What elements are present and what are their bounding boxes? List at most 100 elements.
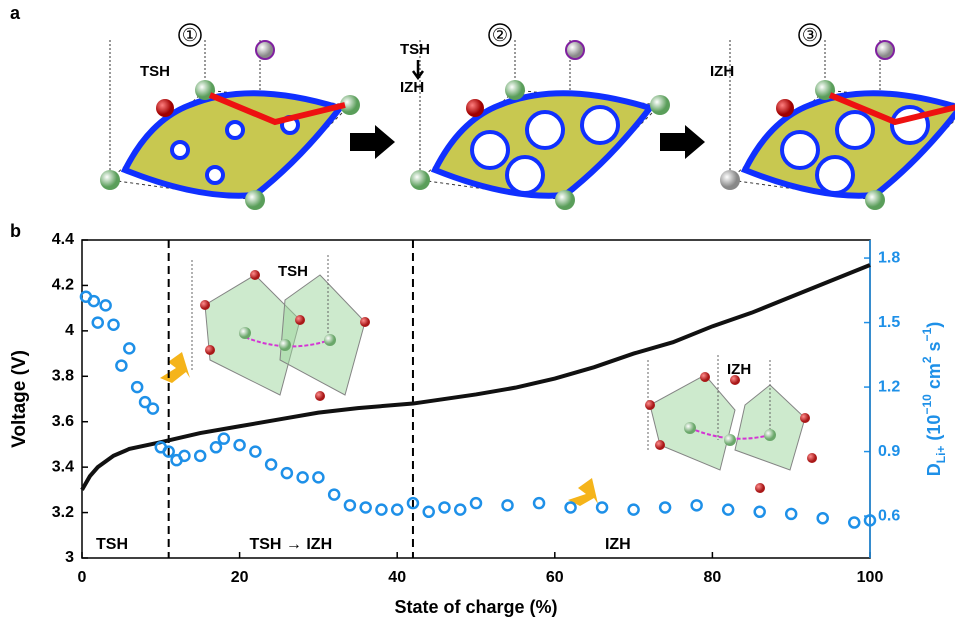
- y2-tick-label: 1.8: [878, 249, 900, 266]
- diffusion-point: [123, 342, 136, 355]
- diffusion-point: [264, 458, 278, 471]
- diffusion-point: [753, 505, 766, 519]
- diffusion-point: [138, 395, 152, 409]
- panel-label: a: [10, 3, 21, 23]
- x-tick-label: 20: [231, 569, 249, 586]
- x-tick-label: 0: [78, 569, 87, 586]
- atom: [466, 99, 484, 117]
- y2-axis-label-part: 2: [920, 356, 934, 363]
- step-number: ②: [492, 25, 508, 45]
- y-tick-label: 4.4: [52, 231, 74, 248]
- step-circle: [178, 23, 202, 47]
- step-arrow: [660, 125, 705, 159]
- atom: [410, 170, 430, 190]
- isosurface-hole: [580, 105, 620, 145]
- diffusion-point: [99, 299, 112, 312]
- migration-path: [208, 92, 346, 126]
- phase-label: IZH: [400, 79, 424, 96]
- y2-axis-label-part: cm: [924, 363, 944, 394]
- diffusion-point: [280, 466, 294, 480]
- diffusion-point: [296, 471, 309, 484]
- diffusion-point: [721, 503, 735, 516]
- y2-axis-label-part: ): [924, 322, 944, 328]
- diffusion-point: [375, 503, 388, 516]
- y-tick-label: 3.6: [52, 413, 74, 430]
- diffusion-point: [784, 507, 798, 521]
- diffusion-point: [209, 441, 223, 454]
- diffusion-point: [847, 516, 861, 529]
- insets: [160, 255, 817, 506]
- diffusion-point: [162, 445, 175, 458]
- diffusion-point: [343, 499, 357, 512]
- diffusion-point: [178, 449, 191, 463]
- inset-label: TSH: [278, 263, 308, 280]
- diffusion-point: [501, 499, 514, 512]
- diffusion-point: [627, 503, 640, 516]
- atom: [505, 80, 525, 100]
- inset-structure: [645, 355, 817, 493]
- diffusion-point: [390, 503, 404, 516]
- yellow-arrow: [160, 352, 190, 383]
- region-label: TSH → IZH: [249, 536, 332, 553]
- unit-cell: ③ IZH: [710, 23, 955, 210]
- y-tick-label: 3.8: [52, 368, 74, 385]
- diffusion-point: [438, 501, 451, 514]
- atom: [156, 99, 174, 117]
- diffusion-point: [87, 294, 101, 308]
- diffusion-point: [249, 445, 262, 458]
- small-arrow: [411, 60, 425, 81]
- y2-axis-label-part: −1: [920, 327, 934, 341]
- step-number: ③: [802, 25, 818, 45]
- region-label: TSH: [96, 536, 128, 553]
- diffusion-point: [564, 501, 577, 514]
- voltage-line: [80, 263, 871, 491]
- unit-cell: ① TSH: [100, 23, 360, 210]
- diffusion-point: [595, 501, 609, 514]
- isosurface-hole: [505, 155, 545, 195]
- isosurface-hole: [815, 155, 855, 195]
- y2-axis-label-part: s: [924, 341, 944, 356]
- atom: [875, 40, 895, 60]
- x-tick-label: 60: [546, 569, 564, 586]
- isosurface-hole: [205, 165, 225, 185]
- isosurface-hole: [470, 130, 510, 170]
- diffusion-point: [107, 318, 120, 331]
- y2-tick-label: 1.2: [878, 378, 900, 395]
- y-tick-label: 3: [65, 549, 74, 566]
- isosurface-hole: [525, 110, 565, 150]
- isosurface-hole: [835, 110, 875, 150]
- inset-structure: [191, 255, 370, 401]
- unit-cell: ② TSH IZH: [400, 23, 670, 210]
- diffusion-point: [453, 503, 467, 516]
- atom: [245, 190, 265, 210]
- y2-axis-label-part: D: [924, 463, 944, 476]
- diffusion-point: [217, 432, 231, 445]
- atom: [555, 190, 575, 210]
- y-tick-label: 3.2: [52, 504, 74, 521]
- step-circle: [488, 23, 512, 47]
- diffusion-point: [658, 501, 672, 514]
- y-tick-label: 3.4: [52, 458, 74, 475]
- x-tick-label: 80: [704, 569, 722, 586]
- y-tick-label: 4.2: [52, 277, 74, 294]
- atom: [865, 190, 885, 210]
- diffusion-point: [193, 449, 207, 463]
- y2-axis-label-part: −10: [920, 394, 934, 415]
- diffusion-point: [359, 501, 372, 514]
- y2-axis-label-part: Li+: [934, 446, 948, 464]
- diffusion-point: [469, 496, 483, 510]
- diffusion-point: [233, 438, 246, 452]
- y-axis-label: Voltage (V): [9, 350, 30, 448]
- y2-tick-label: 0.9: [878, 443, 900, 460]
- diffusion-point: [130, 380, 144, 394]
- diffusion-point: [406, 496, 420, 510]
- y2-tick-label: 0.6: [878, 507, 900, 524]
- inset-label: IZH: [727, 361, 751, 378]
- x-tick-label: 100: [857, 569, 884, 586]
- diffusion-point: [422, 505, 435, 519]
- diffusion-point: [532, 496, 546, 510]
- yellow-arrow: [568, 478, 598, 506]
- region-label: IZH: [605, 536, 631, 553]
- isosurface-hole: [170, 140, 190, 160]
